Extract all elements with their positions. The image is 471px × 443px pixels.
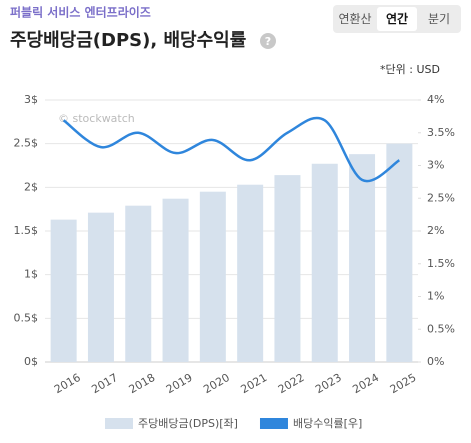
x-tick-label: 2017 [89, 371, 120, 396]
y-tick-label: 1$ [24, 268, 38, 281]
y2-tick-label: 0.5% [427, 322, 455, 335]
x-tick-label: 2016 [52, 371, 83, 396]
y2-tick-label: 3.5% [427, 126, 455, 139]
legend-swatch [259, 418, 288, 429]
bar [349, 154, 376, 362]
bar [50, 219, 77, 362]
tab-selected-bg [377, 7, 417, 31]
y2-tick-label: 4% [427, 93, 444, 106]
y2-tick-label: 2% [427, 224, 444, 237]
company-name: 퍼블릭 서비스 엔터프라이즈 [10, 5, 151, 20]
y-tick-label: 0.5$ [14, 311, 39, 324]
x-tick-label: 2018 [127, 371, 158, 396]
unit-label: *단위 : USD [380, 63, 440, 76]
tab[interactable]: 분기 [428, 12, 450, 26]
bar [125, 205, 152, 362]
x-tick-label: 2020 [201, 371, 232, 396]
legend-label: 배당수익률[우] [293, 417, 362, 430]
y-tick-label: 0$ [24, 355, 38, 368]
help-mark: ? [265, 35, 271, 48]
y2-tick-label: 2.5% [427, 191, 455, 204]
help-circle [260, 33, 276, 49]
y2-tick-label: 0% [427, 355, 444, 368]
legend-label: 주당배당금(DPS)[좌] [138, 417, 238, 430]
x-tick-label: 2019 [164, 371, 195, 396]
bar [162, 198, 189, 362]
y-tick-label: 3$ [24, 93, 38, 106]
bar [87, 212, 114, 362]
x-tick-label: 2023 [313, 371, 344, 396]
x-tick-label: 2025 [388, 371, 419, 396]
y2-tick-label: 1% [427, 290, 444, 303]
y2-tick-label: 3% [427, 159, 444, 172]
y-tick-label: 2$ [24, 180, 38, 193]
bar [237, 184, 264, 362]
y-tick-label: 2.5$ [14, 137, 39, 150]
bar [386, 143, 413, 362]
tab[interactable]: 연환산 [338, 12, 371, 26]
x-tick-label: 2024 [350, 371, 381, 396]
chart-title: 주당배당금(DPS), 배당수익률 [10, 30, 246, 51]
help-icon[interactable]: ? [260, 33, 276, 49]
y-tick-label: 1.5$ [14, 224, 39, 237]
bar [311, 163, 338, 362]
bar [199, 191, 226, 362]
legend-swatch [105, 418, 133, 429]
watermark: © stockwatch [58, 112, 135, 125]
line [62, 116, 401, 183]
x-tick-label: 2022 [276, 371, 307, 396]
tab[interactable]: 연간 [386, 11, 408, 26]
y2-tick-label: 1.5% [427, 257, 455, 270]
x-tick-label: 2021 [239, 371, 270, 396]
bar [274, 175, 301, 362]
